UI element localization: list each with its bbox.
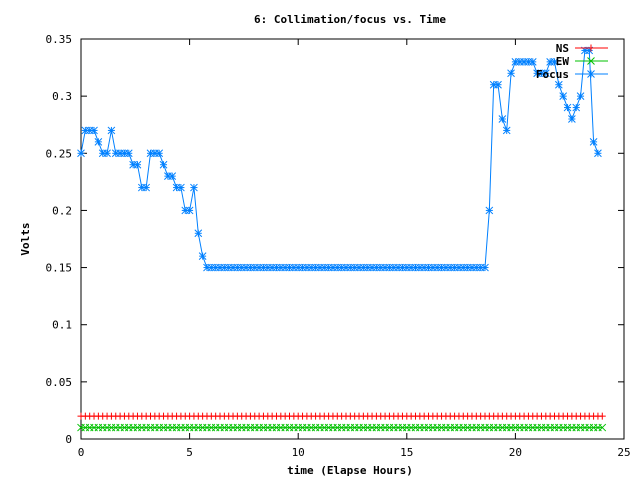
x-axis: 0 5 10 15 20 25 bbox=[78, 39, 631, 459]
x-tick-label: 5 bbox=[186, 446, 193, 459]
data-point bbox=[568, 115, 576, 123]
data-point bbox=[107, 126, 116, 135]
series-focus bbox=[77, 46, 602, 272]
data-point bbox=[550, 58, 559, 66]
y-tick-label: 0.3 bbox=[52, 90, 72, 103]
legend-marker bbox=[587, 70, 595, 78]
chart-title: 6: Collimation/focus vs. Time bbox=[254, 13, 446, 26]
data-point bbox=[177, 183, 185, 192]
legend-marker bbox=[587, 44, 595, 52]
data-point bbox=[159, 160, 168, 169]
legend-marker bbox=[587, 57, 595, 65]
data-point bbox=[90, 126, 98, 135]
legend-label: EW bbox=[556, 55, 570, 68]
series-ns bbox=[77, 412, 606, 420]
data-point bbox=[576, 92, 585, 100]
data-point bbox=[507, 69, 515, 78]
data-point bbox=[77, 149, 85, 158]
data-point bbox=[124, 149, 133, 158]
y-tick-label: 0 bbox=[65, 433, 72, 446]
data-point bbox=[554, 80, 563, 89]
legend-label: NS bbox=[556, 42, 569, 55]
data-point bbox=[528, 58, 537, 66]
data-point bbox=[502, 126, 511, 135]
plot-border bbox=[80, 38, 625, 440]
y-axis: 0 0.05 0.1 0.15 0.2 0.25 0.3 0.35 bbox=[46, 33, 624, 446]
data-point bbox=[142, 183, 151, 192]
y-tick-label: 0.2 bbox=[52, 204, 72, 217]
x-tick-label: 0 bbox=[78, 446, 85, 459]
data-point bbox=[541, 69, 550, 78]
data-point bbox=[94, 138, 103, 146]
plot-frame bbox=[80, 38, 625, 440]
data-point bbox=[185, 206, 194, 215]
data-point bbox=[194, 229, 203, 238]
data-point bbox=[598, 412, 606, 420]
data-point bbox=[168, 172, 177, 180]
data-point bbox=[498, 115, 507, 123]
data-point bbox=[598, 423, 607, 432]
data-point bbox=[563, 103, 572, 112]
x-tick-label: 15 bbox=[400, 446, 413, 459]
data-point bbox=[133, 160, 142, 169]
series-layer bbox=[77, 46, 607, 432]
data-point bbox=[572, 103, 581, 112]
y-tick-label: 0.25 bbox=[46, 147, 73, 160]
data-point bbox=[198, 252, 207, 260]
x-tick-label: 10 bbox=[292, 446, 305, 459]
y-tick-label: 0.1 bbox=[52, 319, 72, 332]
data-point bbox=[559, 92, 568, 100]
series-ew bbox=[77, 423, 607, 432]
data-point bbox=[155, 149, 164, 158]
y-tick-label: 0.15 bbox=[46, 262, 73, 275]
data-point bbox=[589, 138, 598, 146]
x-tick-label: 25 bbox=[617, 446, 630, 459]
y-axis-label: Volts bbox=[19, 222, 32, 255]
legend-label: Focus bbox=[536, 68, 569, 81]
y-tick-label: 0.35 bbox=[46, 33, 73, 46]
series-line bbox=[80, 49, 599, 269]
data-point bbox=[594, 149, 602, 158]
data-point bbox=[190, 183, 198, 192]
x-tick-label: 20 bbox=[509, 446, 522, 459]
y-tick-label: 0.05 bbox=[46, 376, 73, 389]
x-axis-label: time (Elapse Hours) bbox=[287, 464, 413, 477]
data-point bbox=[494, 80, 502, 89]
data-point bbox=[485, 206, 494, 215]
data-point bbox=[103, 149, 111, 158]
data-point bbox=[481, 263, 489, 272]
